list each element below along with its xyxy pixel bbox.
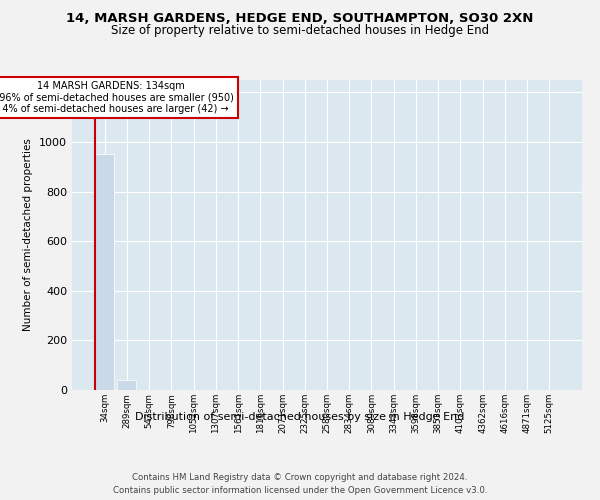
Text: 14, MARSH GARDENS, HEDGE END, SOUTHAMPTON, SO30 2XN: 14, MARSH GARDENS, HEDGE END, SOUTHAMPTO… bbox=[67, 12, 533, 26]
Text: Distribution of semi-detached houses by size in Hedge End: Distribution of semi-detached houses by … bbox=[136, 412, 464, 422]
Bar bbox=[118, 380, 136, 390]
Text: Contains public sector information licensed under the Open Government Licence v3: Contains public sector information licen… bbox=[113, 486, 487, 495]
Text: 14 MARSH GARDENS: 134sqm
← 96% of semi-detached houses are smaller (950)
   4% o: 14 MARSH GARDENS: 134sqm ← 96% of semi-d… bbox=[0, 81, 234, 114]
Text: Size of property relative to semi-detached houses in Hedge End: Size of property relative to semi-detach… bbox=[111, 24, 489, 37]
Bar bbox=[95, 154, 114, 390]
Y-axis label: Number of semi-detached properties: Number of semi-detached properties bbox=[23, 138, 34, 332]
Text: Contains HM Land Registry data © Crown copyright and database right 2024.: Contains HM Land Registry data © Crown c… bbox=[132, 472, 468, 482]
